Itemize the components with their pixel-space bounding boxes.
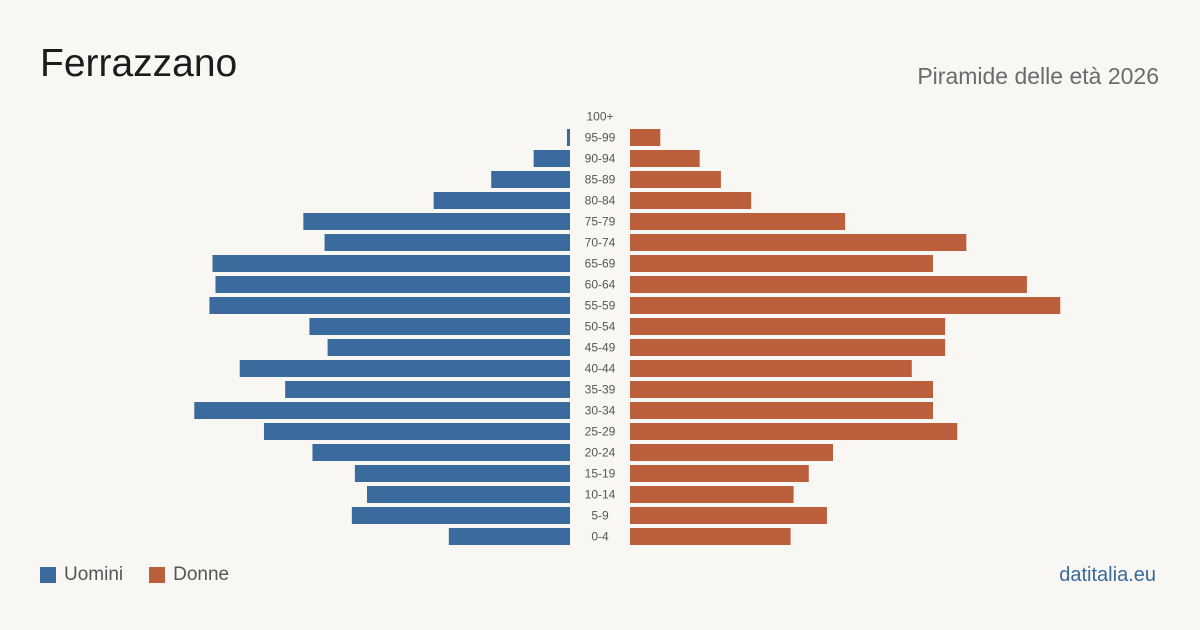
- age-label-70-74: 70-74: [585, 236, 616, 250]
- bar-women-15-19: [630, 465, 809, 482]
- bar-women-30-34: [630, 402, 933, 419]
- age-label-55-59: 55-59: [585, 299, 616, 313]
- bar-women-50-54: [630, 318, 946, 335]
- bar-men-60-64: [215, 276, 571, 293]
- bar-women-35-39: [630, 381, 933, 398]
- age-label-60-64: 60-64: [585, 278, 616, 292]
- legend-label-women: Donne: [173, 564, 230, 585]
- age-label-35-39: 35-39: [585, 383, 616, 397]
- legend-label-men: Uomini: [64, 564, 124, 585]
- bar-women-80-84: [630, 192, 752, 209]
- bar-men-25-29: [263, 423, 570, 440]
- bar-men-80-84: [433, 192, 570, 209]
- age-label-10-14: 10-14: [585, 488, 616, 502]
- bar-women-0-4: [630, 528, 791, 545]
- legend-item-women: Donne: [149, 564, 229, 586]
- bar-men-40-44: [239, 360, 571, 377]
- age-label-40-44: 40-44: [585, 362, 616, 376]
- bar-women-70-74: [630, 234, 967, 251]
- bar-men-0-4: [448, 528, 570, 545]
- bar-women-5-9: [630, 507, 827, 524]
- age-label-30-34: 30-34: [585, 404, 616, 418]
- bar-men-10-14: [366, 486, 570, 503]
- bar-men-20-24: [312, 444, 570, 461]
- bar-women-60-64: [630, 276, 1027, 293]
- bar-men-30-34: [194, 402, 570, 419]
- age-label-95-99: 95-99: [585, 131, 616, 145]
- bar-men-50-54: [309, 318, 570, 335]
- age-label-80-84: 80-84: [585, 194, 616, 208]
- bar-men-85-89: [491, 171, 570, 188]
- bar-women-55-59: [630, 297, 1061, 314]
- legend-swatch-women: [149, 567, 166, 583]
- bar-women-20-24: [630, 444, 834, 461]
- bar-women-90-94: [630, 150, 700, 167]
- age-label-100+: 100+: [586, 110, 613, 124]
- age-label-45-49: 45-49: [585, 341, 616, 355]
- bar-men-75-79: [303, 213, 570, 230]
- bar-men-65-69: [212, 255, 570, 272]
- age-label-75-79: 75-79: [585, 215, 616, 229]
- bar-women-85-89: [630, 171, 721, 188]
- age-label-25-29: 25-29: [585, 425, 616, 439]
- bar-women-40-44: [630, 360, 912, 377]
- bar-men-15-19: [354, 465, 570, 482]
- source-link[interactable]: datitalia.eu: [1059, 564, 1156, 586]
- age-label-15-19: 15-19: [585, 467, 616, 481]
- age-label-85-89: 85-89: [585, 173, 616, 187]
- bar-women-65-69: [630, 255, 933, 272]
- age-label-65-69: 65-69: [585, 257, 616, 271]
- bar-men-70-74: [324, 234, 570, 251]
- legend-swatch-men: [40, 567, 56, 583]
- bar-women-95-99: [630, 129, 661, 146]
- bar-men-5-9: [351, 507, 570, 524]
- bar-women-45-49: [630, 339, 946, 356]
- bar-men-35-39: [285, 381, 570, 398]
- age-label-20-24: 20-24: [585, 446, 616, 460]
- chart-subtitle: Piramide delle età 2026: [917, 63, 1159, 89]
- age-label-5-9: 5-9: [591, 509, 609, 523]
- bar-men-45-49: [327, 339, 570, 356]
- bar-men-95-99: [566, 129, 570, 146]
- bar-women-25-29: [630, 423, 958, 440]
- age-label-0-4: 0-4: [591, 530, 609, 544]
- bar-women-10-14: [630, 486, 794, 503]
- bar-men-55-59: [209, 297, 570, 314]
- chart-title: Ferrazzano: [40, 42, 238, 85]
- bar-women-75-79: [630, 213, 846, 230]
- legend: Uomini Donne: [40, 564, 255, 586]
- age-label-50-54: 50-54: [585, 320, 616, 334]
- legend-item-men: Uomini: [40, 564, 123, 586]
- bar-men-90-94: [533, 150, 570, 167]
- age-label-90-94: 90-94: [585, 152, 616, 166]
